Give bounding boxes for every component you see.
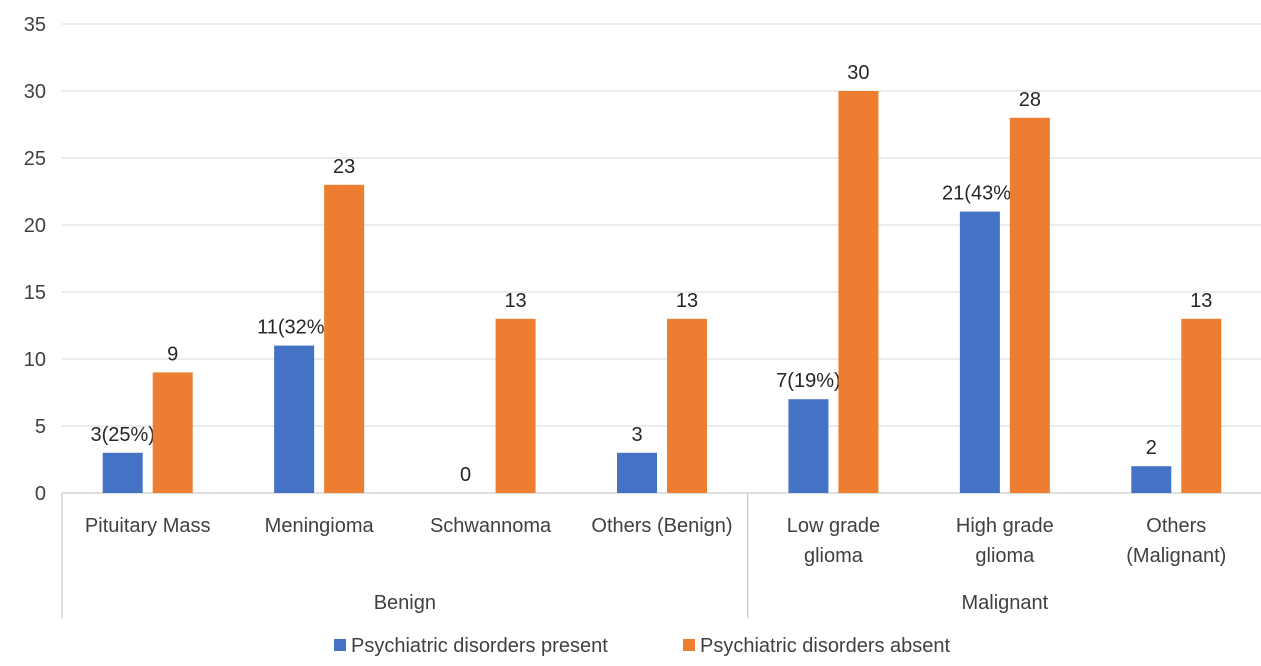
bar-absent <box>495 318 536 493</box>
data-label: 9 <box>167 343 178 365</box>
bar-present <box>959 211 1000 493</box>
data-label: 7(19%) <box>776 370 840 392</box>
data-label: 11(32%) <box>257 317 331 339</box>
data-label: 23 <box>333 156 355 178</box>
bar-present <box>102 452 143 493</box>
data-label: 13 <box>504 290 526 312</box>
legend-swatch <box>334 639 346 651</box>
y-tick-label: 0 <box>35 483 46 505</box>
y-tick-label: 10 <box>24 349 46 371</box>
category-label: Others <box>1146 515 1206 537</box>
legend-label: Psychiatric disorders present <box>351 635 608 657</box>
bar-absent <box>1009 117 1050 494</box>
y-tick-label: 15 <box>24 282 46 304</box>
category-label: glioma <box>975 545 1035 567</box>
category-label: Others (Benign) <box>591 515 732 537</box>
category-label: Pituitary Mass <box>85 515 211 537</box>
y-tick-label: 20 <box>24 215 46 237</box>
data-label: 0 <box>460 464 471 486</box>
data-label: 30 <box>847 62 869 84</box>
legend-swatch <box>683 639 695 651</box>
category-label: Meningioma <box>265 515 375 537</box>
bar-absent <box>1181 318 1222 493</box>
category-label: High grade <box>956 515 1054 537</box>
category-label: Low grade <box>787 515 880 537</box>
bar-present <box>274 345 315 493</box>
category-label: glioma <box>804 545 864 567</box>
bar-absent <box>838 91 879 493</box>
data-label: 28 <box>1019 89 1041 111</box>
bar-absent <box>152 372 193 493</box>
legend-label: Psychiatric disorders absent <box>700 635 951 657</box>
y-tick-label: 25 <box>24 148 46 170</box>
data-label: 3(25%) <box>90 424 154 446</box>
group-label: Benign <box>374 592 436 614</box>
y-tick-label: 5 <box>35 416 46 438</box>
bar-absent <box>324 184 365 494</box>
bar-present <box>788 399 829 493</box>
group-label: Malignant <box>961 592 1048 614</box>
data-label: 13 <box>1190 290 1212 312</box>
data-label: 13 <box>676 290 698 312</box>
category-label: Schwannoma <box>430 515 552 537</box>
y-tick-label: 30 <box>24 81 46 103</box>
y-tick-label: 35 <box>24 14 46 36</box>
bar-present <box>617 452 657 493</box>
data-label: 2 <box>1146 437 1157 459</box>
data-label: 3 <box>631 424 642 446</box>
category-label: (Malignant) <box>1126 545 1226 567</box>
bar-present <box>1131 466 1172 493</box>
data-label: 21(43%) <box>942 183 1018 205</box>
bar-absent <box>667 318 707 493</box>
